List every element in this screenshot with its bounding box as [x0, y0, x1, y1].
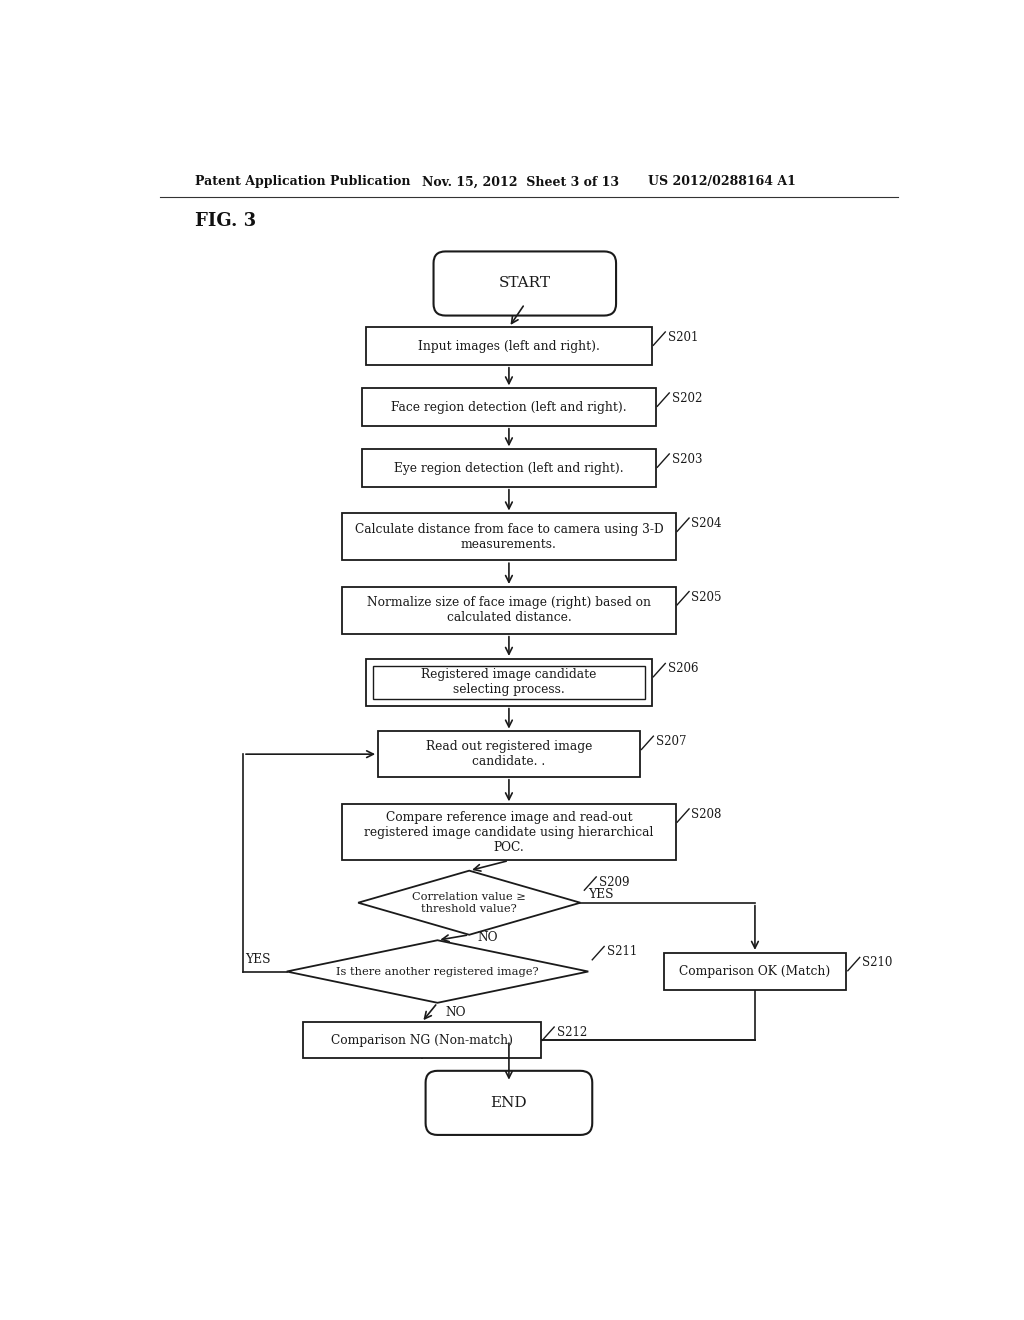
Text: S208: S208	[691, 808, 722, 821]
Text: Calculate distance from face to camera using 3-D
measurements.: Calculate distance from face to camera u…	[354, 523, 664, 550]
Bar	[367, 659, 651, 706]
Text: Input images (left and right).: Input images (left and right).	[418, 339, 600, 352]
Text: Patent Application Publication: Patent Application Publication	[196, 176, 411, 189]
Text: Eye region detection (left and right).: Eye region detection (left and right).	[394, 462, 624, 474]
Text: Nov. 15, 2012  Sheet 3 of 13: Nov. 15, 2012 Sheet 3 of 13	[422, 176, 618, 189]
Bar	[664, 953, 846, 990]
Text: US 2012/0288164 A1: US 2012/0288164 A1	[648, 176, 796, 189]
Bar	[373, 665, 645, 698]
Text: S209: S209	[599, 876, 629, 888]
Text: S206: S206	[668, 663, 698, 676]
Text: Comparison NG (Non-match): Comparison NG (Non-match)	[331, 1034, 513, 1047]
Bar	[367, 327, 651, 364]
Text: Normalize size of face image (right) based on
calculated distance.: Normalize size of face image (right) bas…	[367, 597, 651, 624]
Text: FIG. 3: FIG. 3	[196, 213, 257, 230]
Polygon shape	[287, 940, 588, 1003]
Bar	[342, 804, 676, 861]
Text: END: END	[490, 1096, 527, 1110]
Bar	[378, 731, 640, 777]
Polygon shape	[358, 871, 581, 935]
Text: Face region detection (left and right).: Face region detection (left and right).	[391, 400, 627, 413]
Text: S203: S203	[672, 453, 702, 466]
Bar	[362, 449, 655, 487]
Text: S205: S205	[691, 590, 722, 603]
Bar	[342, 513, 676, 560]
Text: NO: NO	[445, 1006, 466, 1019]
Text: S204: S204	[691, 517, 722, 531]
Text: S210: S210	[862, 957, 893, 969]
Text: Correlation value ≥
threshold value?: Correlation value ≥ threshold value?	[413, 892, 526, 913]
Bar	[362, 388, 655, 426]
Bar	[342, 587, 676, 634]
FancyBboxPatch shape	[426, 1071, 592, 1135]
Text: YES: YES	[246, 953, 270, 966]
Text: S201: S201	[668, 331, 698, 345]
Bar	[303, 1023, 541, 1059]
Text: YES: YES	[588, 888, 613, 902]
Text: Read out registered image
candidate. .: Read out registered image candidate. .	[426, 741, 592, 768]
Text: Is there another registered image?: Is there another registered image?	[336, 966, 539, 977]
FancyBboxPatch shape	[433, 251, 616, 315]
Text: Comparison OK (Match): Comparison OK (Match)	[679, 965, 830, 978]
Text: NO: NO	[477, 931, 498, 944]
Text: START: START	[499, 276, 551, 290]
Text: S202: S202	[672, 392, 702, 405]
Text: S207: S207	[655, 735, 686, 748]
Text: Compare reference image and read-out
registered image candidate using hierarchic: Compare reference image and read-out reg…	[365, 810, 653, 854]
Text: S211: S211	[606, 945, 637, 958]
Text: S212: S212	[557, 1026, 587, 1039]
Text: Registered image candidate
selecting process.: Registered image candidate selecting pro…	[421, 668, 597, 696]
